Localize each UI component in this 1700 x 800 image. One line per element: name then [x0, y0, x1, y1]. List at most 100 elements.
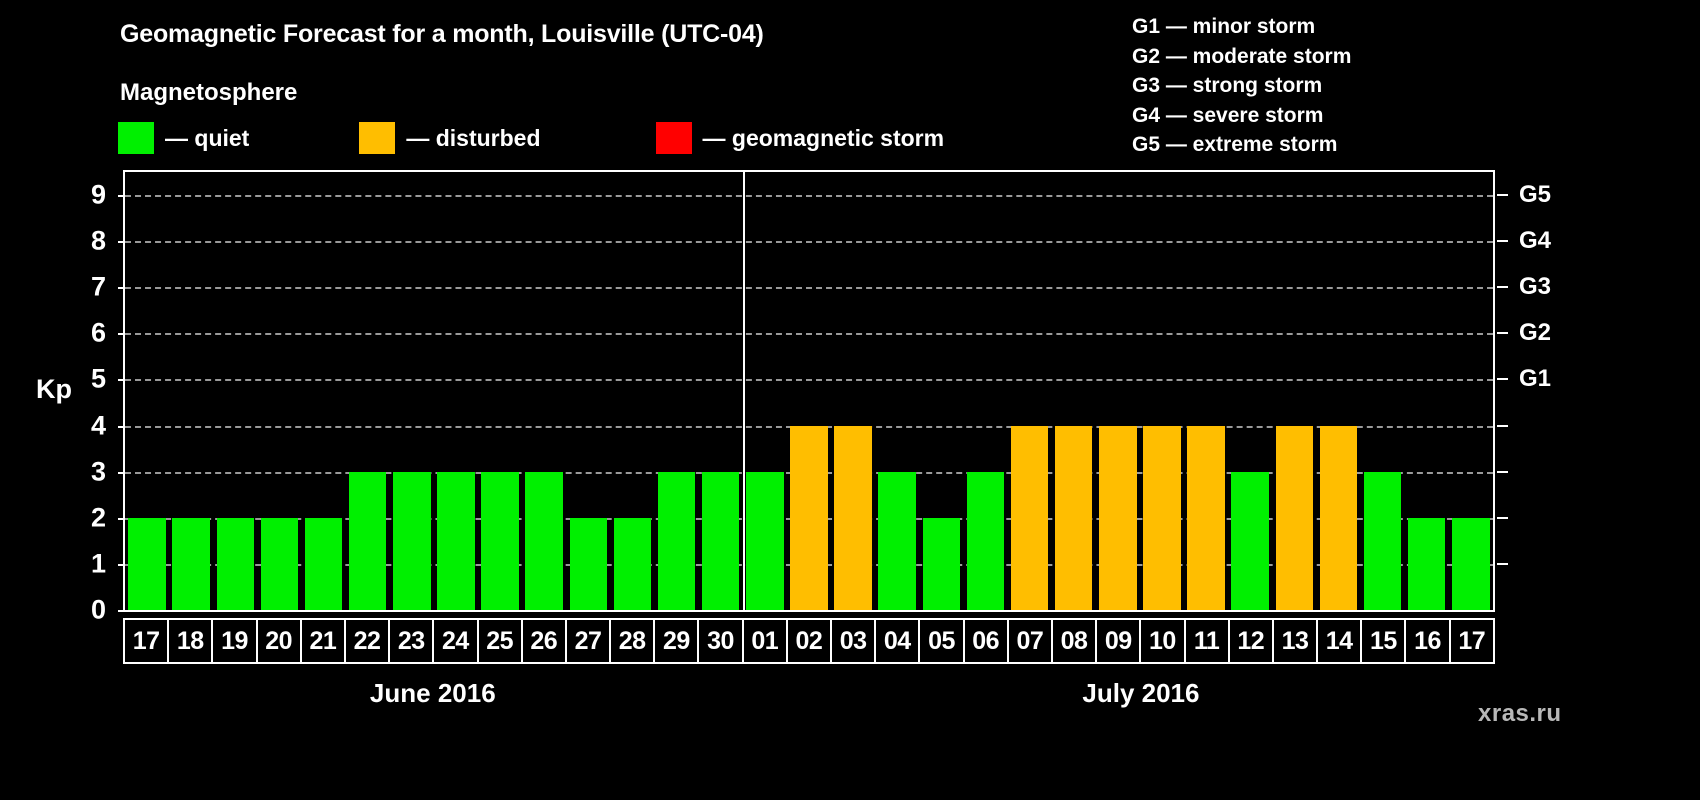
- bar-cell[interactable]: [610, 172, 654, 610]
- bar-kp-28[interactable]: [613, 517, 652, 610]
- date-cell-24[interactable]: 11: [1186, 620, 1230, 662]
- bar-cell[interactable]: [1008, 172, 1052, 610]
- bar-cell[interactable]: [1140, 172, 1184, 610]
- date-cell-9[interactable]: 26: [523, 620, 567, 662]
- bar-kp-08[interactable]: [1054, 425, 1093, 610]
- date-cell-26[interactable]: 13: [1274, 620, 1319, 662]
- date-cell-11[interactable]: 28: [611, 620, 656, 662]
- date-cell-18[interactable]: 05: [920, 620, 965, 662]
- date-cell-6[interactable]: 23: [390, 620, 435, 662]
- legend-item-storm: — geomagnetic storm: [655, 122, 944, 154]
- bar-kp-17[interactable]: [1452, 517, 1490, 610]
- bar-cell[interactable]: [390, 172, 434, 610]
- bar-kp-23[interactable]: [393, 471, 431, 610]
- bar-kp-14[interactable]: [1319, 425, 1358, 610]
- bar-cell[interactable]: [434, 172, 478, 610]
- date-cell-21[interactable]: 08: [1053, 620, 1098, 662]
- date-cell-10[interactable]: 27: [567, 620, 612, 662]
- bar-cell[interactable]: [963, 172, 1007, 610]
- bar-kp-19[interactable]: [216, 517, 255, 610]
- date-cell-15[interactable]: 02: [788, 620, 832, 662]
- bar-kp-22[interactable]: [348, 471, 387, 610]
- bar-kp-12[interactable]: [1231, 471, 1269, 610]
- bar-kp-18[interactable]: [172, 517, 210, 610]
- date-cell-4[interactable]: 21: [302, 620, 346, 662]
- date-cell-28[interactable]: 15: [1362, 620, 1407, 662]
- bar-kp-01[interactable]: [746, 471, 784, 610]
- bar-cell[interactable]: [125, 172, 169, 610]
- bar-kp-13[interactable]: [1275, 425, 1314, 610]
- date-cell-0[interactable]: 17: [125, 620, 170, 662]
- bar-kp-02[interactable]: [790, 425, 828, 610]
- date-cell-14[interactable]: 01: [744, 620, 788, 662]
- bar-cell[interactable]: [699, 172, 743, 610]
- date-cell-23[interactable]: 10: [1141, 620, 1186, 662]
- bar-cell[interactable]: [1316, 172, 1360, 610]
- bar-kp-29[interactable]: [657, 471, 696, 610]
- bar-cell[interactable]: [213, 172, 257, 610]
- bar-kp-21[interactable]: [304, 517, 343, 610]
- bar-cell[interactable]: [831, 172, 875, 610]
- bar-cell[interactable]: [1184, 172, 1228, 610]
- bar-cell[interactable]: [1052, 172, 1096, 610]
- bar-kp-15[interactable]: [1363, 471, 1402, 610]
- date-cell-16[interactable]: 03: [832, 620, 877, 662]
- bar-cell[interactable]: [743, 172, 787, 610]
- bar-kp-06[interactable]: [966, 471, 1005, 610]
- date-cell-27[interactable]: 14: [1318, 620, 1363, 662]
- bar-cell[interactable]: [346, 172, 390, 610]
- date-cell-17[interactable]: 04: [876, 620, 921, 662]
- bar-cell[interactable]: [1361, 172, 1405, 610]
- bar-kp-11[interactable]: [1187, 425, 1225, 610]
- y-tick-6: 6: [90, 317, 106, 348]
- bar-kp-17[interactable]: [128, 517, 166, 610]
- bar-cell[interactable]: [257, 172, 301, 610]
- bar-kp-30[interactable]: [701, 471, 740, 610]
- bar-kp-10[interactable]: [1143, 425, 1181, 610]
- date-cell-30[interactable]: 17: [1458, 626, 1486, 655]
- bar-kp-24[interactable]: [437, 471, 475, 610]
- date-cell-19[interactable]: 06: [965, 620, 1009, 662]
- bar-kp-20[interactable]: [260, 517, 299, 610]
- bar-kp-16[interactable]: [1407, 517, 1446, 610]
- bar-cell[interactable]: [1096, 172, 1140, 610]
- bar-cell[interactable]: [919, 172, 963, 610]
- date-cell-5[interactable]: 22: [346, 620, 391, 662]
- bar-cell[interactable]: [875, 172, 919, 610]
- date-cell-25[interactable]: 12: [1230, 620, 1274, 662]
- gscale-row-g2: G2 — moderate storm: [1132, 44, 1352, 68]
- bar-cell[interactable]: [1405, 172, 1449, 610]
- date-cell-29[interactable]: 16: [1406, 620, 1451, 662]
- bar-cell[interactable]: [566, 172, 610, 610]
- bar-kp-04[interactable]: [878, 471, 916, 610]
- bar-kp-26[interactable]: [525, 471, 563, 610]
- legend-label-disturbed: — disturbed: [406, 124, 541, 151]
- date-cell-3[interactable]: 20: [258, 620, 302, 662]
- bar-cell[interactable]: [655, 172, 699, 610]
- date-cell-8[interactable]: 25: [479, 620, 523, 662]
- bar-cell[interactable]: [169, 172, 213, 610]
- bar-kp-07[interactable]: [1010, 425, 1049, 610]
- date-cell-12[interactable]: 29: [655, 620, 700, 662]
- bar-kp-03[interactable]: [834, 425, 872, 610]
- bar-kp-09[interactable]: [1099, 425, 1137, 610]
- g-axis-minor-tick-2: [1497, 516, 1508, 519]
- month-labels: June 2016 July 2016: [123, 678, 1495, 718]
- bar-kp-25[interactable]: [481, 471, 519, 610]
- date-cell-7[interactable]: 24: [434, 620, 479, 662]
- bar-cell[interactable]: [1272, 172, 1316, 610]
- date-cell-22[interactable]: 09: [1097, 620, 1142, 662]
- bar-kp-05[interactable]: [922, 517, 961, 610]
- date-cell-1[interactable]: 18: [169, 620, 214, 662]
- bar-cell[interactable]: [1449, 172, 1493, 610]
- bar-kp-27[interactable]: [569, 517, 608, 610]
- date-cell-20[interactable]: 07: [1009, 620, 1053, 662]
- bar-cell[interactable]: [1228, 172, 1272, 610]
- bar-cell[interactable]: [522, 172, 566, 610]
- date-cell-2[interactable]: 19: [213, 620, 258, 662]
- bar-cell[interactable]: [302, 172, 346, 610]
- bar-cell[interactable]: [478, 172, 522, 610]
- date-cell-13[interactable]: 30: [699, 620, 744, 662]
- chart-bars: [125, 172, 1493, 610]
- bar-cell[interactable]: [787, 172, 831, 610]
